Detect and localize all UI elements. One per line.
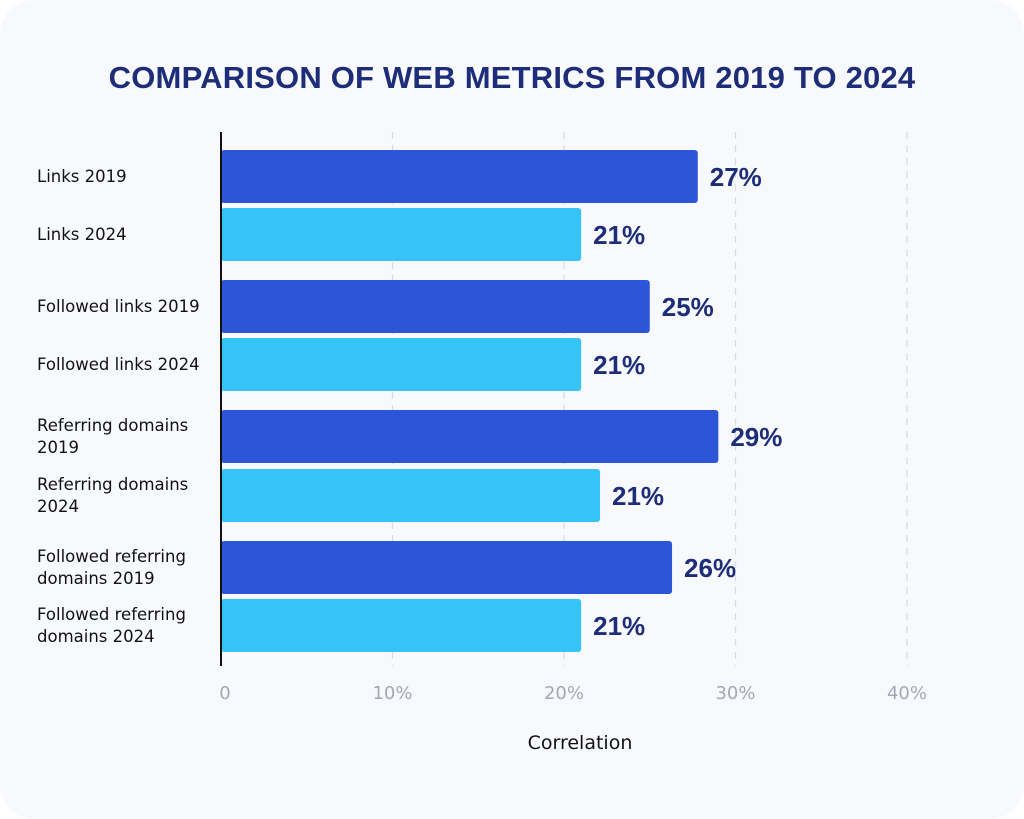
- bar-value-label: 26%: [684, 552, 737, 583]
- category-label: Referring domains 2019: [37, 415, 189, 457]
- category-label: Followed links 2024: [37, 354, 200, 374]
- category-label: Followed referring domains 2019: [37, 546, 186, 588]
- bar-2: [221, 208, 582, 261]
- bar-value-label: 21%: [593, 349, 646, 380]
- bar-7: [221, 541, 673, 594]
- x-axis-label: Correlation: [527, 732, 633, 754]
- bar-value-label: 21%: [612, 480, 665, 511]
- x-tick-label: 10%: [372, 683, 413, 704]
- x-tick-label: 30%: [715, 683, 756, 704]
- category-label: Referring domains 2024: [37, 474, 189, 516]
- x-tick-label: 40%: [886, 683, 927, 704]
- bar-value-label: 25%: [661, 291, 714, 322]
- bar-value-label: 29%: [730, 421, 783, 452]
- bar-value-label: 27%: [709, 161, 762, 192]
- x-tick-label: 20%: [543, 683, 584, 704]
- bar-value-label: 21%: [593, 219, 646, 250]
- x-tick-label: 0: [219, 683, 231, 704]
- chart-title: COMPARISON OF WEB METRICS FROM 2019 TO 2…: [108, 60, 916, 95]
- bar-1: [221, 150, 698, 203]
- category-label: Links 2019: [37, 166, 127, 186]
- bar-3: [221, 280, 650, 333]
- category-label: Links 2024: [37, 224, 127, 244]
- category-label: Followed referring domains 2024: [37, 604, 186, 646]
- bar-6: [221, 469, 601, 522]
- bar-value-label: 21%: [593, 610, 646, 641]
- bar-4: [221, 338, 582, 391]
- category-label: Followed links 2019: [37, 296, 200, 316]
- bar-8: [221, 599, 582, 652]
- bar-5: [221, 410, 719, 463]
